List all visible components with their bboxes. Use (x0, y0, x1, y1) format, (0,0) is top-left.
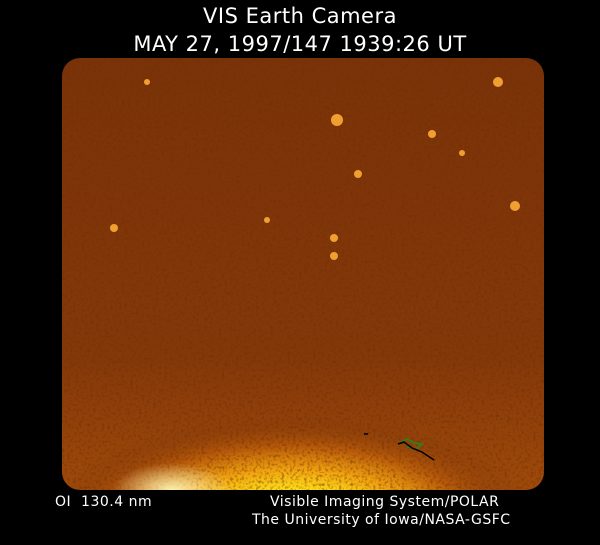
continent-outline-overlay (364, 433, 435, 461)
noise-texture (62, 58, 544, 490)
image-title: VIS Earth Camera (203, 4, 397, 28)
credit-line-1: Visible Imaging System/POLAR (270, 494, 500, 510)
earth-camera-image (62, 58, 544, 490)
image-timestamp: MAY 27, 1997/147 1939:26 UT (133, 32, 467, 56)
wavelength-label: OI 130.4 nm (55, 494, 153, 510)
credit-line-2: The University of Iowa/NASA-GSFC (252, 512, 511, 528)
bright-limb-patch (62, 438, 544, 490)
bright-spots (110, 77, 520, 260)
auroral-image-svg (62, 58, 544, 490)
